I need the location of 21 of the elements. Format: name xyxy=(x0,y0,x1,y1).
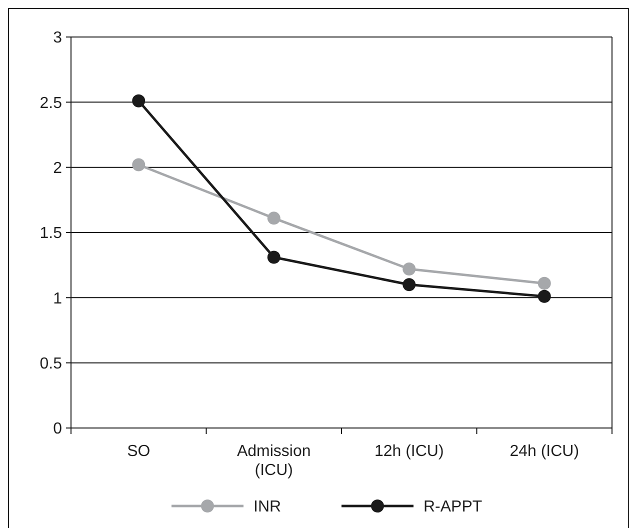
y-tick-label: 3 xyxy=(53,30,62,47)
point xyxy=(132,158,146,172)
y-tick-label: 1 xyxy=(53,290,62,308)
y-tick-label: 0.5 xyxy=(40,355,62,372)
x-tick-label: SO xyxy=(127,443,150,460)
x-tick-label: 12h (ICU) xyxy=(374,443,444,460)
legend-label: R-APPT xyxy=(424,498,482,516)
x-tick-label: 24h (ICU) xyxy=(510,443,580,460)
point xyxy=(402,262,416,276)
point xyxy=(538,290,551,303)
point xyxy=(402,278,416,292)
point xyxy=(538,276,551,290)
y-tick-label: 1.5 xyxy=(40,225,62,242)
x-tick-label: Admission (ICU) xyxy=(236,443,311,479)
point xyxy=(267,212,280,225)
point xyxy=(132,94,146,108)
point xyxy=(267,250,280,264)
y-tick-label: 2.5 xyxy=(40,94,62,112)
y-tick-label: 0 xyxy=(53,420,62,438)
legend-label: INR xyxy=(254,498,282,516)
y-tick-label: 2 xyxy=(53,160,62,177)
